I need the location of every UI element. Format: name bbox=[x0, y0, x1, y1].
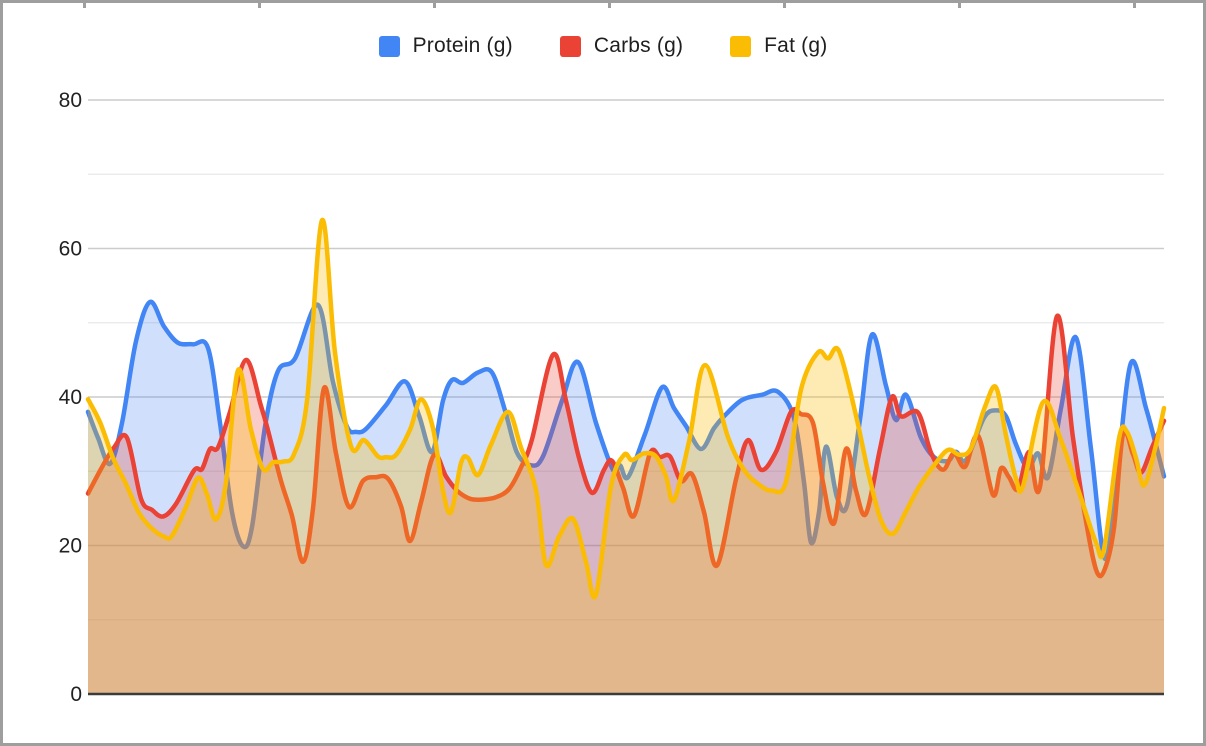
series-carbs-g bbox=[85, 313, 1167, 694]
legend-label-carbs: Carbs (g) bbox=[593, 34, 684, 57]
top-edge-tick bbox=[258, 0, 261, 8]
protein-swatch-icon bbox=[378, 35, 400, 57]
y-tick-label: 40 bbox=[59, 386, 82, 409]
y-tick-label: 60 bbox=[59, 238, 82, 261]
top-edge-tick bbox=[958, 0, 961, 8]
legend-item-carbs[interactable]: Carbs (g) bbox=[559, 34, 684, 58]
y-axis-labels: 0 20 40 60 80 bbox=[59, 89, 82, 706]
legend-label-protein: Protein (g) bbox=[412, 34, 513, 57]
top-edge-tick bbox=[433, 0, 436, 8]
carbs-swatch-icon bbox=[559, 35, 581, 57]
top-edge-tick bbox=[1133, 0, 1136, 8]
legend-item-protein[interactable]: Protein (g) bbox=[378, 34, 513, 58]
legend-item-fat[interactable]: Fat (g) bbox=[730, 34, 827, 58]
chart-legend: Protein (g) Carbs (g) Fat (g) bbox=[0, 34, 1206, 58]
y-tick-label: 0 bbox=[70, 683, 82, 706]
y-tick-label: 80 bbox=[59, 89, 82, 112]
series-group bbox=[85, 218, 1167, 694]
top-edge-tick bbox=[608, 0, 611, 8]
series-fat-g bbox=[85, 218, 1167, 694]
y-tick-label: 20 bbox=[59, 535, 82, 558]
fat-swatch-icon bbox=[730, 35, 752, 57]
top-edge-tick bbox=[83, 0, 86, 8]
top-edge-tick bbox=[783, 0, 786, 8]
legend-label-fat: Fat (g) bbox=[764, 34, 828, 57]
